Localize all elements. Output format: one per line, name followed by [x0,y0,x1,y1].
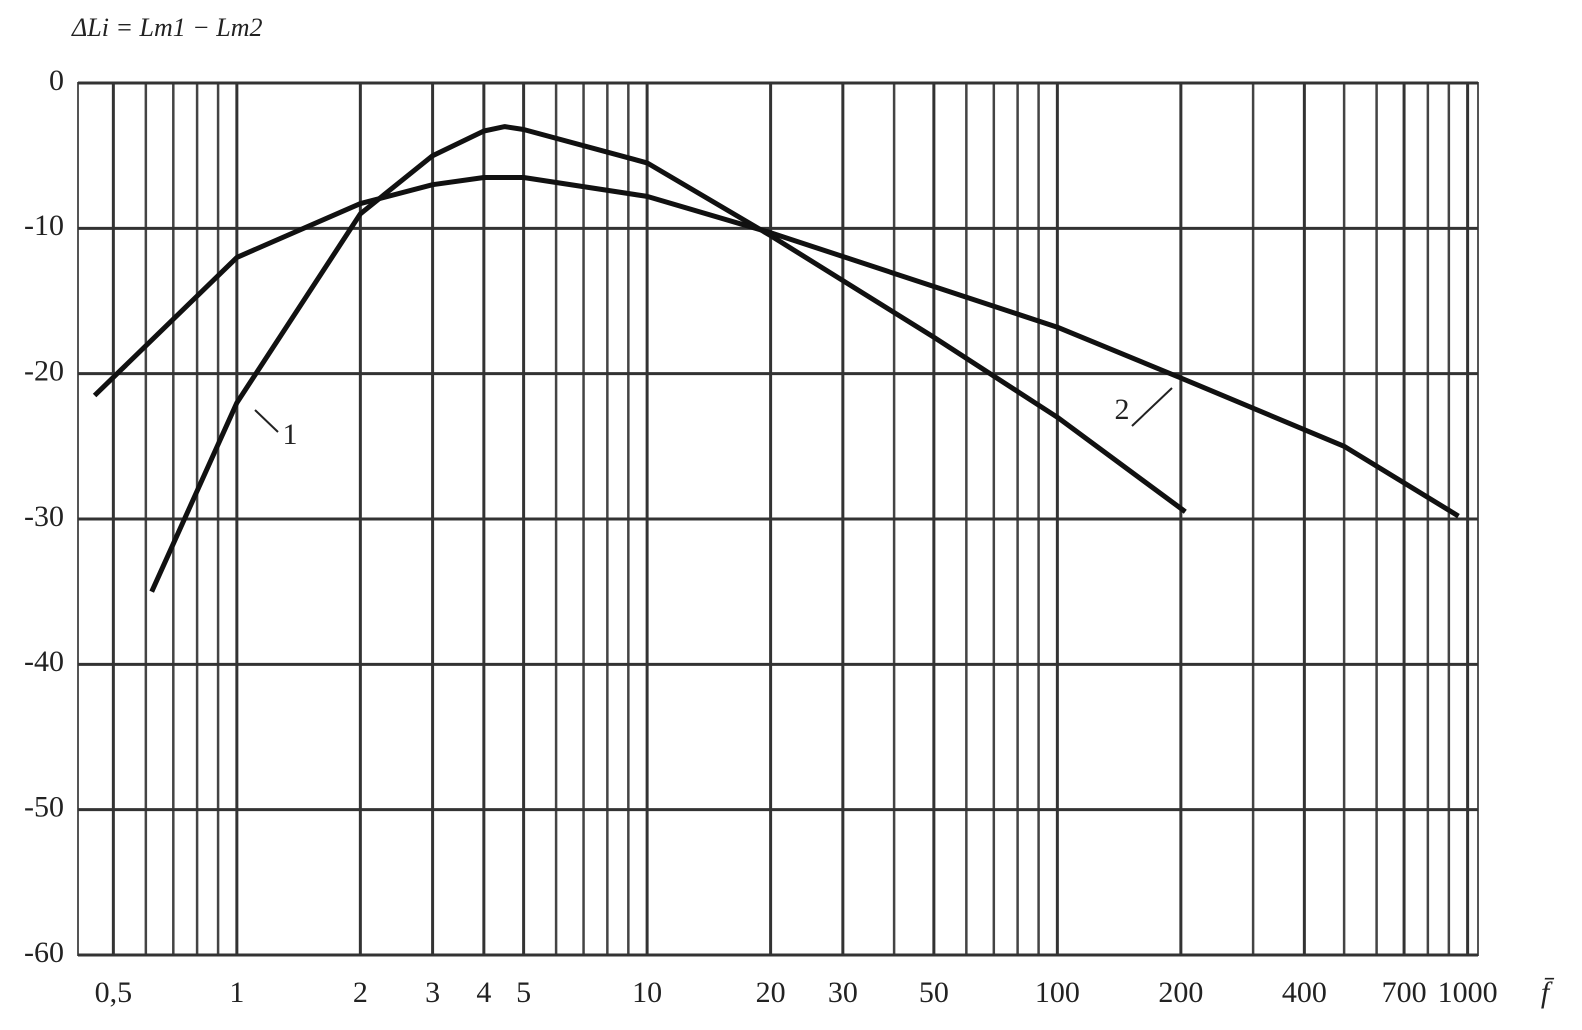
y-tick-label: -20 [24,355,64,388]
y-tick-label: -10 [24,209,64,242]
y-tick-label: -50 [24,791,64,824]
x-tick-label: 100 [1035,976,1080,1009]
series-label: 1 [283,418,298,451]
x-tick-label: 10 [632,976,662,1009]
x-tick-label: 700 [1382,976,1427,1009]
x-tick-label: 400 [1282,976,1327,1009]
chart-title: ΔLi = Lm1 − Lm2 [71,13,263,42]
y-tick-label: -60 [24,936,64,969]
y-tick-label: -30 [24,500,64,533]
x-tick-label: 50 [919,976,949,1009]
x-tick-label: 5 [516,976,531,1009]
x-tick-label: 2 [353,976,368,1009]
leader-line [1131,387,1173,427]
x-tick-label: 1 [229,976,244,1009]
line-series [92,175,1460,519]
x-tick-label: 4 [476,976,491,1009]
x-tick-label: 1000 [1438,976,1498,1009]
x-tick-label: 200 [1158,976,1203,1009]
line-series [149,124,1187,593]
y-tick-label: 0 [49,64,64,97]
leader-line [254,409,279,433]
x-tick-label: 20 [756,976,786,1009]
x-tick-label: 30 [828,976,858,1009]
x-tick-label: 3 [425,976,440,1009]
series-label: 2 [1115,393,1130,426]
x-tick-label: 0,5 [95,976,133,1009]
y-tick-label: -40 [24,645,64,678]
